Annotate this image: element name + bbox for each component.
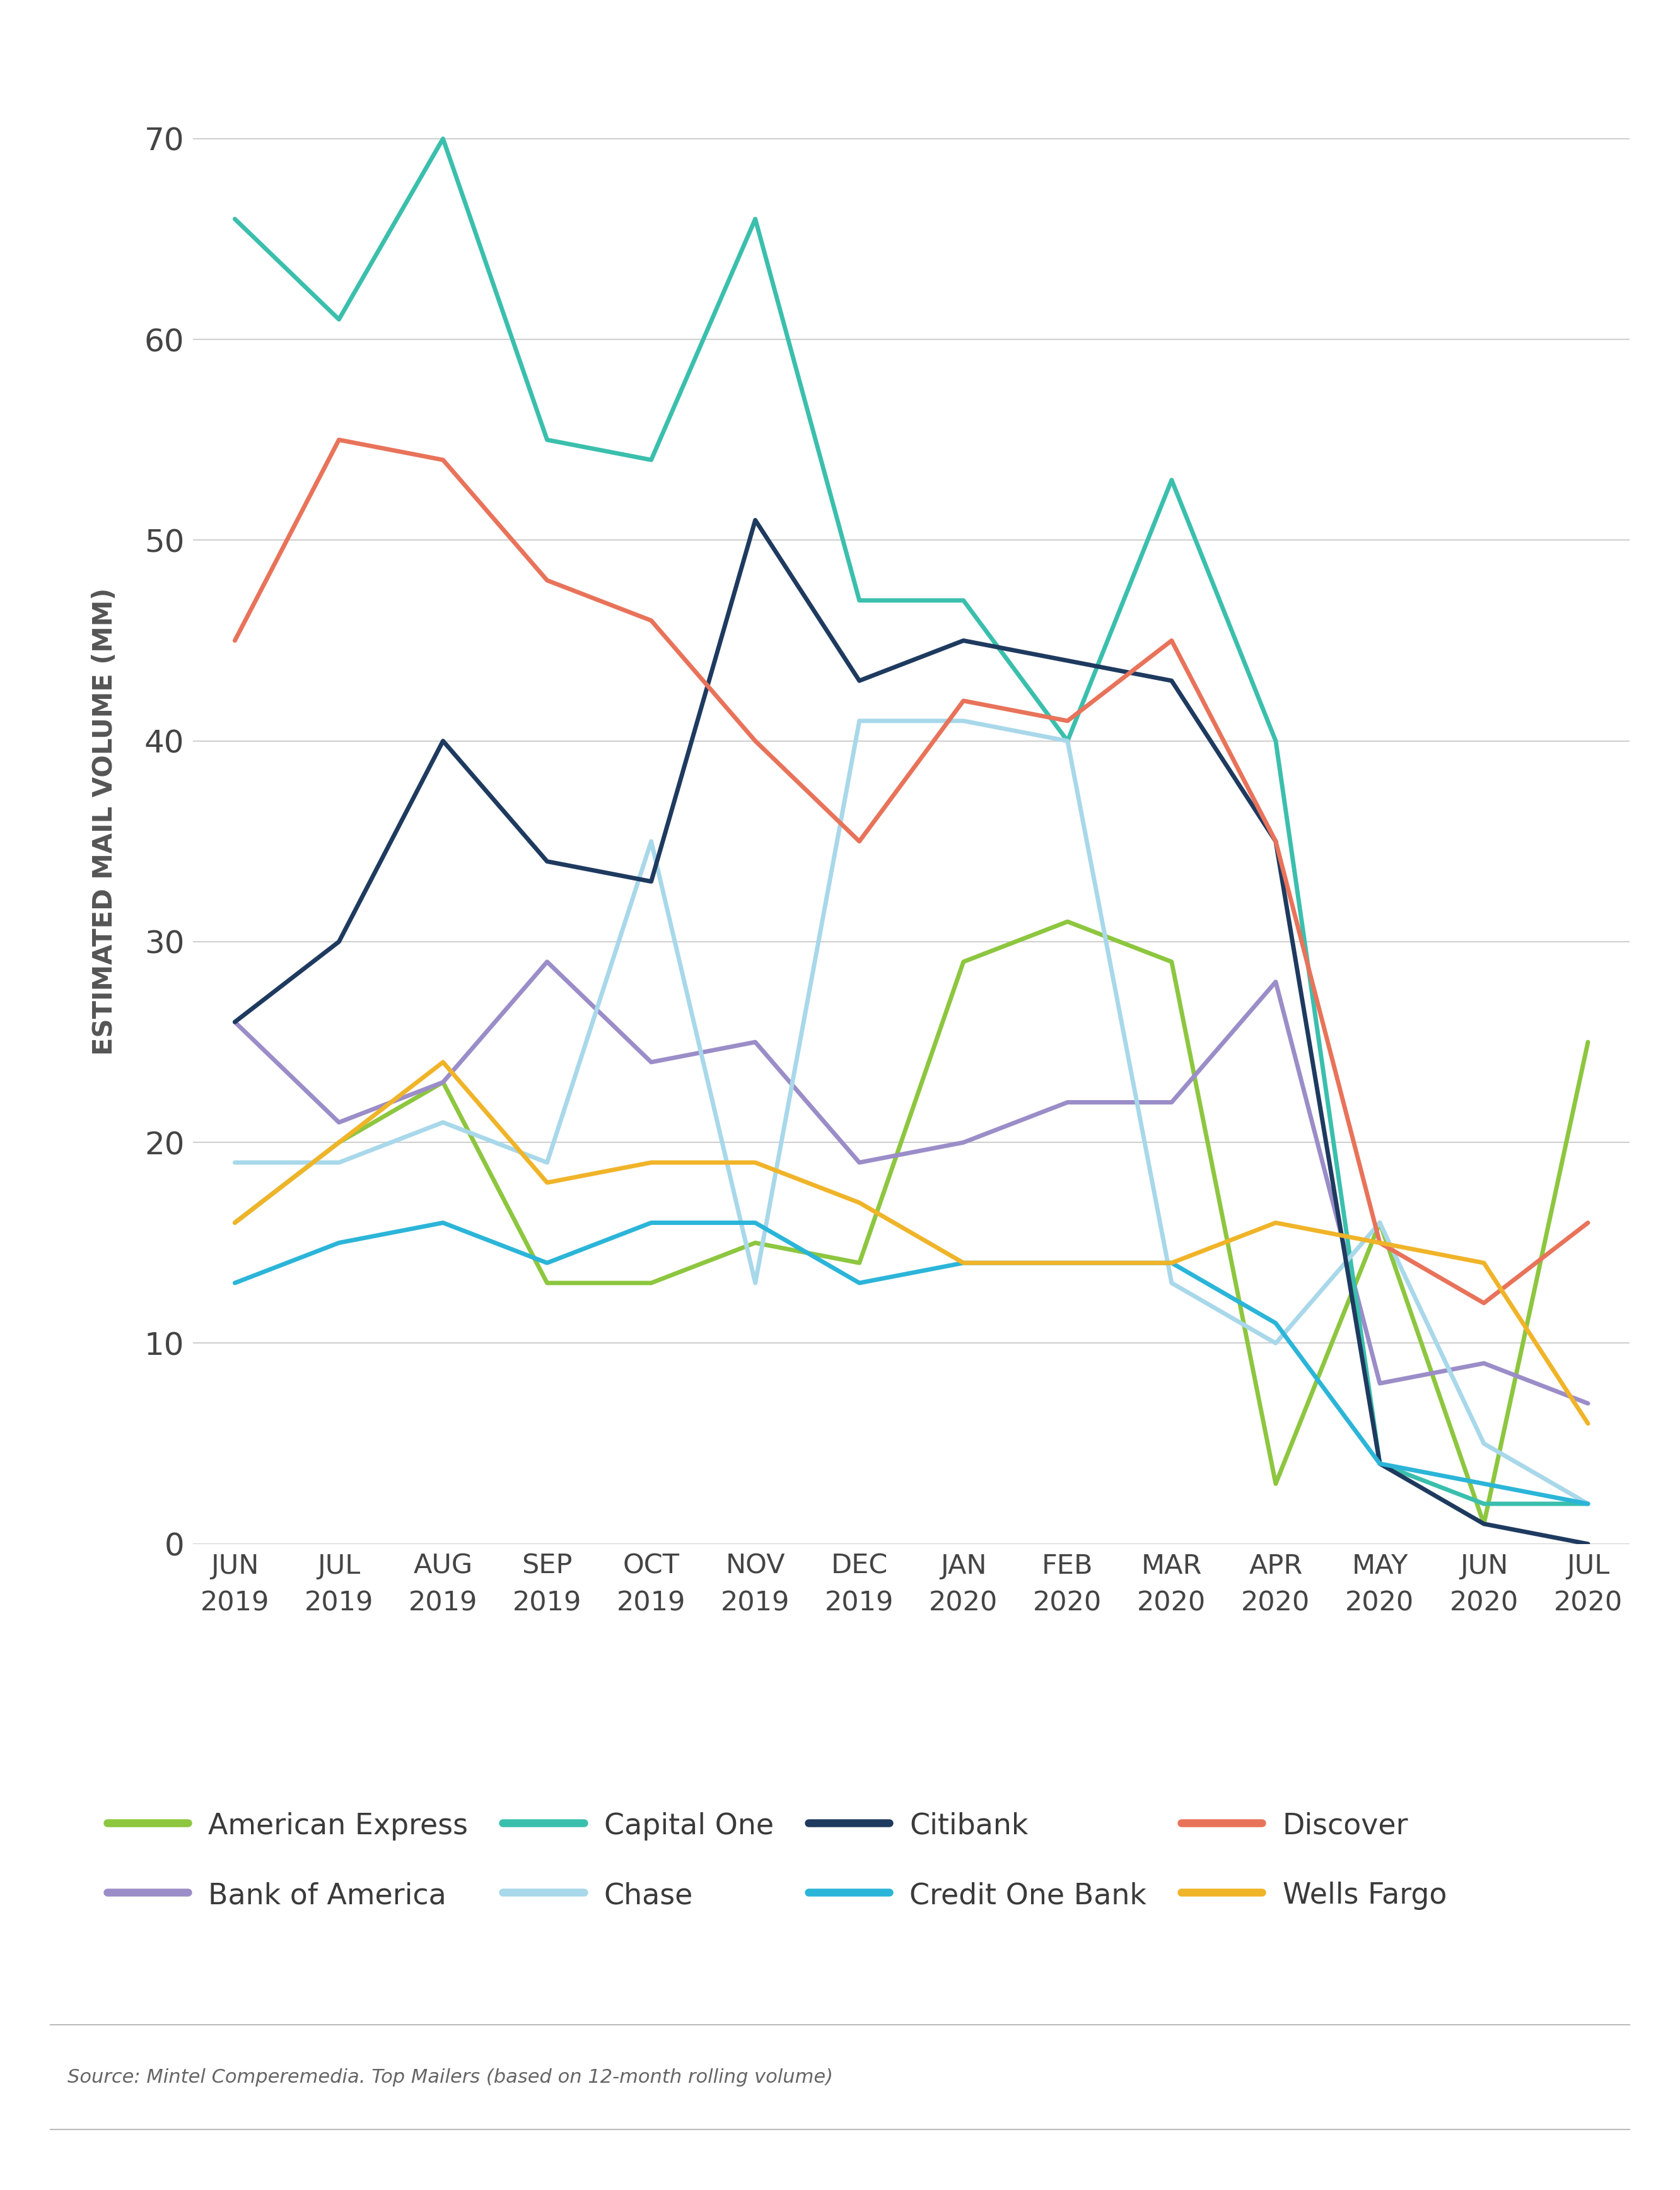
Text: Source: Mintel Comperemedia. Top Mailers (based on 12-month rolling volume): Source: Mintel Comperemedia. Top Mailers… (67, 2067, 833, 2087)
Text: TOP CREDIT CARD MAILERS – JUNE 2019 TO JULY 2020: TOP CREDIT CARD MAILERS – JUNE 2019 TO J… (50, 20, 1584, 70)
Y-axis label: ESTIMATED MAIL VOLUME (MM): ESTIMATED MAIL VOLUME (MM) (91, 587, 118, 1056)
Legend: American Express, Bank of America, Capital One, Chase, Citibank, Credit One Bank: American Express, Bank of America, Capit… (108, 1811, 1446, 1910)
